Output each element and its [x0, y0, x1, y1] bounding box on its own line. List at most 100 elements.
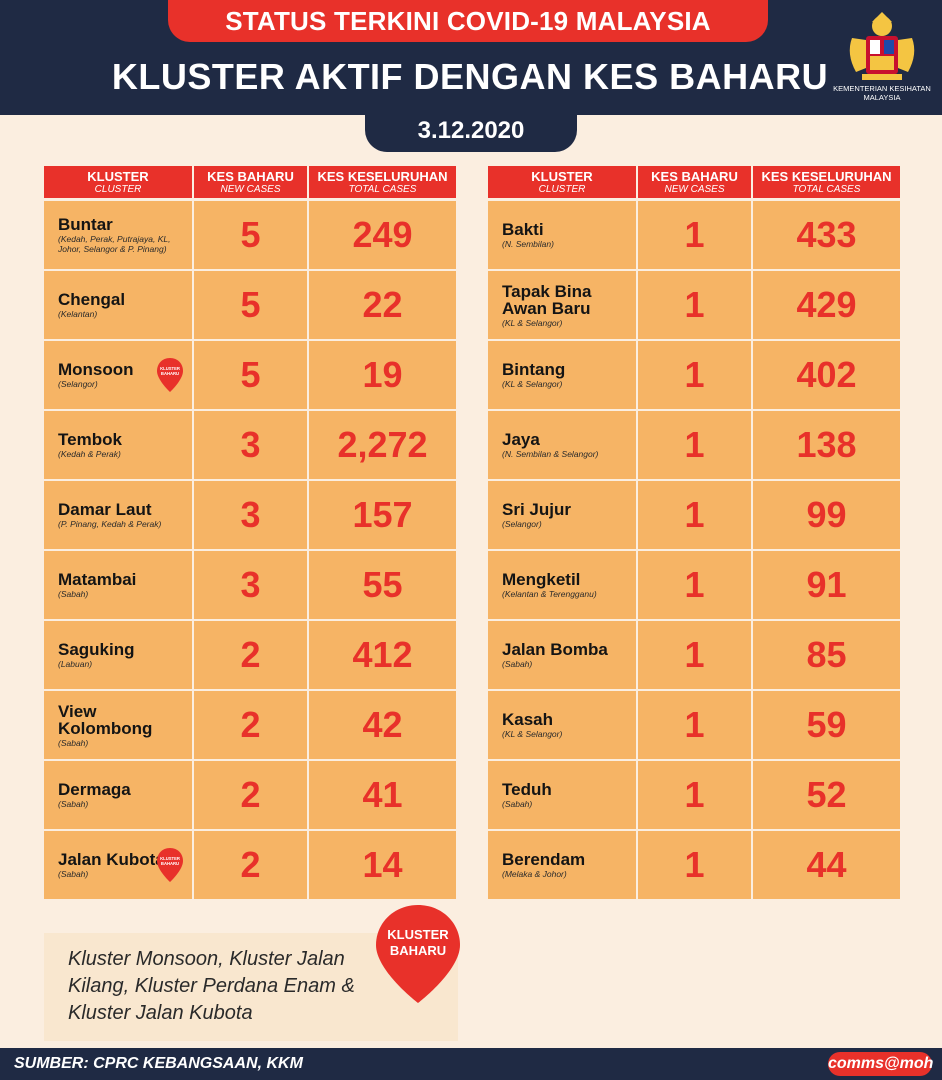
- new-cases-cell: 1: [638, 691, 751, 759]
- table-row: Jaya (N. Sembilan & Selangor) 1 138: [488, 411, 900, 479]
- new-cluster-pin-icon: KLUSTER BAHARU: [157, 848, 183, 882]
- new-cases-cell: 1: [638, 201, 751, 269]
- table-row: Jalan Kubota (Sabah) KLUSTER BAHARU 2 14: [44, 831, 456, 899]
- total-cases-cell: 14: [309, 831, 456, 899]
- total-cases-cell: 41: [309, 761, 456, 829]
- svg-text:KLUSTER: KLUSTER: [387, 927, 449, 942]
- cluster-name-cell: Monsoon (Selangor) KLUSTER BAHARU: [44, 341, 192, 409]
- cluster-name-cell: Sri Jujur (Selangor): [488, 481, 636, 549]
- svg-text:BAHARU: BAHARU: [161, 861, 179, 866]
- table-row: Bintang (KL & Selangor) 1 402: [488, 341, 900, 409]
- cluster-name-cell: Berendam (Melaka & Johor): [488, 831, 636, 899]
- table-row: Bakti (N. Sembilan) 1 433: [488, 201, 900, 269]
- table-row: Buntar (Kedah, Perak, Putrajaya, KL, Joho…: [44, 201, 456, 269]
- coat-of-arms-logo: [849, 12, 915, 80]
- new-cases-cell: 2: [194, 831, 307, 899]
- table-row: Teduh (Sabah) 1 52: [488, 761, 900, 829]
- table-row: Mengketil (Kelantan & Terengganu) 1 91: [488, 551, 900, 619]
- total-cases-cell: 22: [309, 271, 456, 339]
- svg-text:KLUSTER: KLUSTER: [160, 366, 180, 371]
- table-row: Jalan Bomba (Sabah) 1 85: [488, 621, 900, 689]
- cluster-name-cell: Damar Laut (P. Pinang, Kedah & Perak): [44, 481, 192, 549]
- cluster-name-cell: Mengketil (Kelantan & Terengganu): [488, 551, 636, 619]
- new-cases-cell: 1: [638, 481, 751, 549]
- cluster-name-cell: Bintang (KL & Selangor): [488, 341, 636, 409]
- cluster-name-cell: Chengal (Kelantan): [44, 271, 192, 339]
- note-text: Kluster Monsoon, Kluster Jalan Kilang, K…: [68, 948, 355, 1024]
- social-handle: comms@moh: [828, 1052, 933, 1076]
- cluster-name-cell: Buntar (Kedah, Perak, Putrajaya, KL, Joho…: [44, 201, 192, 269]
- ministry-name: KEMENTERIAN KESIHATAN MALAYSIA: [833, 84, 931, 102]
- cluster-name-cell: View Kolombong (Sabah): [44, 691, 192, 759]
- cluster-name-cell: Jaya (N. Sembilan & Selangor): [488, 411, 636, 479]
- header-cluster: KLUSTER CLUSTER: [488, 166, 636, 198]
- svg-text:BAHARU: BAHARU: [390, 943, 446, 958]
- new-cluster-pin-icon: KLUSTER BAHARU: [376, 905, 460, 1003]
- table-row: Dermaga (Sabah) 2 41: [44, 761, 456, 829]
- svg-text:KLUSTER: KLUSTER: [160, 856, 180, 861]
- date-label: 3.12.2020: [365, 112, 577, 152]
- new-cases-cell: 1: [638, 761, 751, 829]
- new-cases-cell: 1: [638, 271, 751, 339]
- new-cases-cell: 5: [194, 271, 307, 339]
- new-cases-cell: 1: [638, 341, 751, 409]
- total-cases-cell: 85: [753, 621, 900, 689]
- svg-text:BAHARU: BAHARU: [161, 371, 179, 376]
- table-header: KLUSTER CLUSTER KES BAHARU NEW CASES KES K…: [488, 166, 900, 198]
- header-new-cases: KES BAHARU NEW CASES: [194, 166, 307, 198]
- page-title: KLUSTER AKTIF DENGAN KES BAHARU: [111, 56, 829, 97]
- table-row: Kasah (KL & Selangor) 1 59: [488, 691, 900, 759]
- table-row: Sri Jujur (Selangor) 1 99: [488, 481, 900, 549]
- total-cases-cell: 138: [753, 411, 900, 479]
- table-row: Berendam (Melaka & Johor) 1 44: [488, 831, 900, 899]
- table-row: Tapak Bina Awan Baru (KL & Selangor) 1 42…: [488, 271, 900, 339]
- total-cases-cell: 55: [309, 551, 456, 619]
- header-total-cases: KES KESELURUHAN TOTAL CASES: [309, 166, 456, 198]
- table-header: KLUSTER CLUSTER KES BAHARU NEW CASES KES K…: [44, 166, 456, 198]
- new-cases-cell: 3: [194, 411, 307, 479]
- footer-band: SUMBER: CPRC KEBANGSAAN, KKM comms@moh: [0, 1048, 942, 1080]
- table-row: Damar Laut (P. Pinang, Kedah & Perak) 3 1…: [44, 481, 456, 549]
- header-total-cases: KES KESELURUHAN TOTAL CASES: [753, 166, 900, 198]
- cluster-name-cell: Dermaga (Sabah): [44, 761, 192, 829]
- table-row: View Kolombong (Sabah) 2 42: [44, 691, 456, 759]
- total-cases-cell: 99: [753, 481, 900, 549]
- new-cases-cell: 1: [638, 411, 751, 479]
- cluster-table-right: KLUSTER CLUSTER KES BAHARU NEW CASES KES K…: [488, 166, 900, 899]
- table-row: Matambai (Sabah) 3 55: [44, 551, 456, 619]
- cluster-name-cell: Bakti (N. Sembilan): [488, 201, 636, 269]
- total-cases-cell: 42: [309, 691, 456, 759]
- total-cases-cell: 2,272: [309, 411, 456, 479]
- table-row: Tembok (Kedah & Perak) 3 2,272: [44, 411, 456, 479]
- total-cases-cell: 412: [309, 621, 456, 689]
- cluster-name-cell: Matambai (Sabah): [44, 551, 192, 619]
- new-cases-cell: 5: [194, 341, 307, 409]
- total-cases-cell: 157: [309, 481, 456, 549]
- total-cases-cell: 52: [753, 761, 900, 829]
- total-cases-cell: 19: [309, 341, 456, 409]
- status-banner: STATUS TERKINI COVID-19 MALAYSIA: [168, 0, 768, 42]
- new-cases-cell: 3: [194, 551, 307, 619]
- new-cases-cell: 1: [638, 551, 751, 619]
- cluster-name-cell: Tembok (Kedah & Perak): [44, 411, 192, 479]
- total-cases-cell: 402: [753, 341, 900, 409]
- new-cases-cell: 1: [638, 621, 751, 689]
- table-row: Saguking (Labuan) 2 412: [44, 621, 456, 689]
- new-cases-cell: 2: [194, 761, 307, 829]
- new-cases-cell: 2: [194, 691, 307, 759]
- total-cases-cell: 44: [753, 831, 900, 899]
- total-cases-cell: 433: [753, 201, 900, 269]
- table-row: Monsoon (Selangor) KLUSTER BAHARU 5 19: [44, 341, 456, 409]
- total-cases-cell: 59: [753, 691, 900, 759]
- total-cases-cell: 249: [309, 201, 456, 269]
- new-cases-cell: 2: [194, 621, 307, 689]
- total-cases-cell: 91: [753, 551, 900, 619]
- header-cluster: KLUSTER CLUSTER: [44, 166, 192, 198]
- cluster-name-cell: Kasah (KL & Selangor): [488, 691, 636, 759]
- cluster-table-left: KLUSTER CLUSTER KES BAHARU NEW CASES KES K…: [44, 166, 456, 899]
- source-credit: SUMBER: CPRC KEBANGSAAN, KKM: [14, 1055, 303, 1072]
- cluster-name-cell: Jalan Bomba (Sabah): [488, 621, 636, 689]
- header-new-cases: KES BAHARU NEW CASES: [638, 166, 751, 198]
- new-cases-cell: 5: [194, 201, 307, 269]
- cluster-name-cell: Teduh (Sabah): [488, 761, 636, 829]
